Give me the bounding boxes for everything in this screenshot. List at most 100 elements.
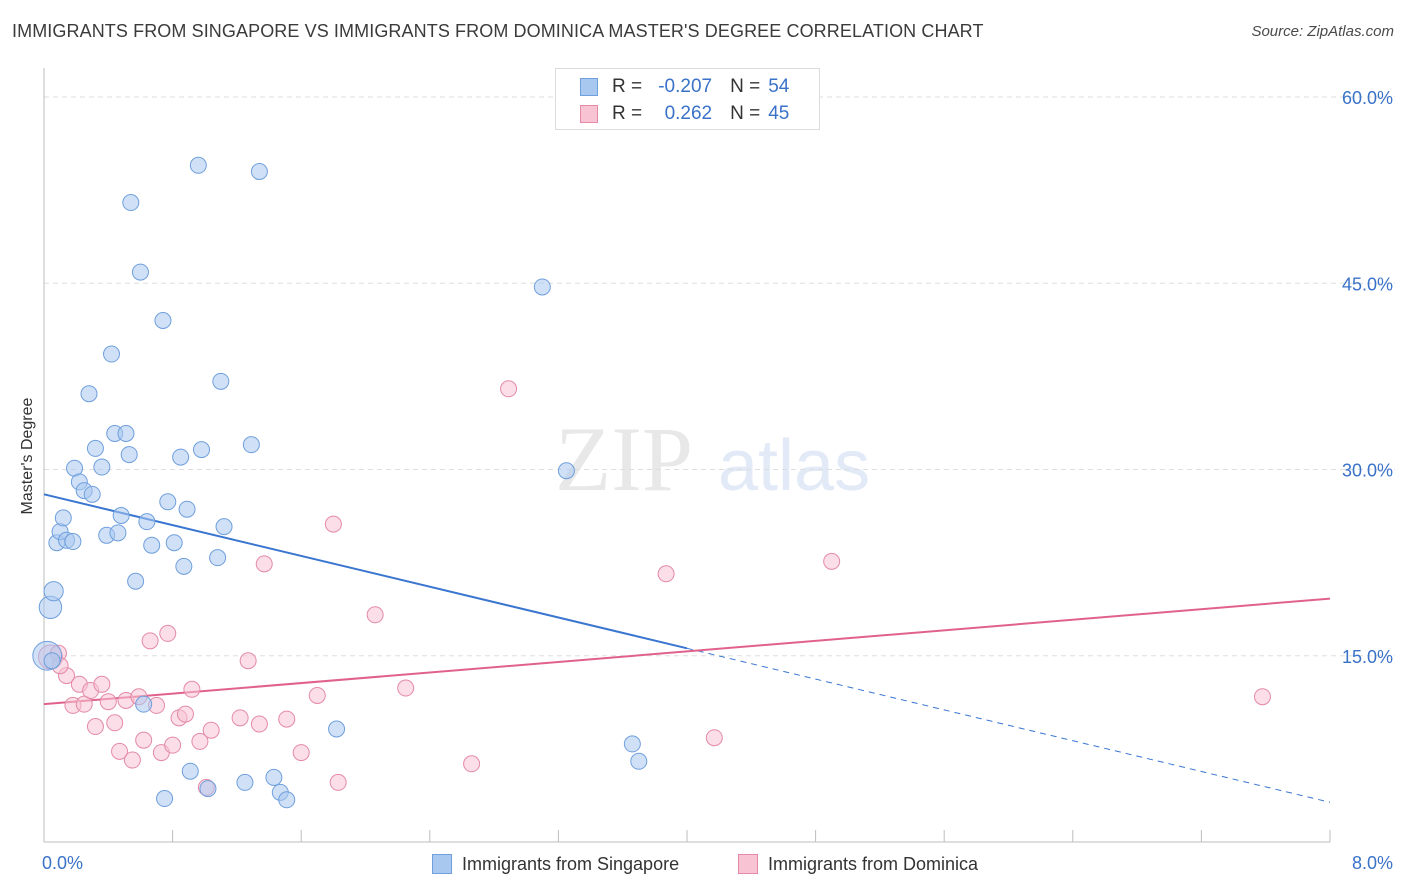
singapore-point bbox=[120, 446, 138, 464]
dominica-point bbox=[164, 736, 182, 754]
legend-n-value: 54 bbox=[768, 76, 790, 97]
dominica-point bbox=[657, 565, 675, 583]
singapore-point bbox=[189, 156, 207, 174]
singapore-point bbox=[131, 263, 149, 281]
singapore-point bbox=[117, 424, 135, 442]
dominica-point bbox=[324, 515, 342, 533]
legend-r-label: R = bbox=[612, 76, 643, 97]
dominica-point bbox=[191, 732, 209, 750]
singapore-point bbox=[193, 441, 211, 459]
singapore-point bbox=[533, 278, 551, 296]
singapore-point bbox=[154, 312, 172, 329]
dominica-point bbox=[106, 714, 124, 732]
dominica-point bbox=[239, 652, 257, 670]
legend-n-label: N = bbox=[730, 103, 761, 124]
watermark: ZIP atlas bbox=[555, 408, 870, 510]
singapore-point bbox=[557, 462, 575, 480]
singapore-point bbox=[80, 385, 98, 403]
dominica-point bbox=[123, 751, 141, 769]
bottom-legend-label-dominica: Immigrants from Dominica bbox=[768, 853, 979, 874]
singapore-point bbox=[212, 372, 230, 390]
singapore-point bbox=[156, 790, 174, 808]
dominica-point bbox=[176, 705, 194, 723]
dominica-point bbox=[705, 729, 723, 747]
singapore-point bbox=[236, 773, 254, 791]
singapore-point bbox=[109, 524, 127, 542]
gridlines bbox=[44, 96, 1395, 657]
singapore-point bbox=[159, 493, 177, 511]
bottom-legend-swatch-dominica bbox=[738, 854, 758, 874]
axes bbox=[43, 68, 1331, 843]
dominica-point bbox=[93, 675, 111, 693]
bottom-legend-label-singapore: Immigrants from Singapore bbox=[462, 853, 680, 874]
bottom-legend-singapore: Immigrants from Singapore bbox=[432, 852, 679, 876]
singapore-point bbox=[135, 695, 153, 713]
singapore-point bbox=[112, 506, 130, 524]
dominica-point bbox=[366, 606, 384, 624]
singapore-point bbox=[278, 791, 296, 809]
singapore-point bbox=[143, 536, 161, 554]
watermark-zip: ZIP bbox=[555, 408, 693, 510]
bottom-legend-dominica: Immigrants from Dominica bbox=[738, 852, 978, 876]
legend-row-dominica: R = 0.262 N = 45 bbox=[580, 102, 789, 126]
trend-lines bbox=[43, 493, 1331, 803]
dominica-point bbox=[1253, 688, 1271, 706]
dominica-point bbox=[823, 552, 841, 570]
singapore-point bbox=[199, 780, 217, 798]
dominica-point bbox=[250, 715, 268, 733]
y-tick-label: 15.0% bbox=[1342, 647, 1393, 667]
bottom-legend-swatch-singapore bbox=[432, 854, 452, 874]
watermark-atlas: atlas bbox=[718, 426, 870, 506]
singapore-point bbox=[172, 448, 190, 466]
singapore-point bbox=[86, 439, 104, 457]
legend-r-label: R = bbox=[612, 103, 643, 124]
singapore-point bbox=[138, 513, 156, 531]
data-points bbox=[32, 156, 1271, 809]
singapore-point bbox=[630, 752, 648, 770]
singapore-point bbox=[43, 581, 64, 602]
legend-n-label: N = bbox=[730, 76, 761, 97]
dominica-point bbox=[135, 731, 153, 749]
dominica-trend-line bbox=[43, 597, 1331, 706]
singapore-trend-extension bbox=[686, 647, 1331, 803]
dominica-point bbox=[500, 380, 518, 398]
singapore-point bbox=[122, 194, 140, 212]
dominica-point bbox=[329, 773, 347, 791]
dominica-point bbox=[141, 632, 159, 650]
dominica-point bbox=[99, 693, 117, 711]
dominica-point bbox=[463, 755, 481, 773]
singapore-point bbox=[93, 458, 111, 476]
tick-labels: 15.0% 30.0% 45.0% 60.0% 0.0% 8.0% bbox=[42, 88, 1393, 873]
dominica-point bbox=[86, 718, 104, 736]
dominica-point bbox=[111, 742, 129, 760]
singapore-point bbox=[181, 762, 199, 780]
singapore-point bbox=[265, 768, 283, 786]
dominica-point bbox=[231, 709, 249, 727]
y-tick-label: 45.0% bbox=[1342, 274, 1393, 294]
chart-title: IMMIGRANTS FROM SINGAPORE VS IMMIGRANTS … bbox=[12, 21, 984, 41]
x-tick-label: 8.0% bbox=[1352, 853, 1393, 873]
legend-r-value: 0.262 bbox=[664, 103, 713, 124]
singapore-point bbox=[165, 534, 183, 552]
dominica-point bbox=[292, 744, 310, 762]
legend-r-value: -0.207 bbox=[658, 76, 713, 97]
singapore-point bbox=[127, 572, 145, 590]
singapore-point bbox=[43, 652, 61, 670]
y-tick-label: 30.0% bbox=[1342, 461, 1393, 481]
dominica-point bbox=[255, 555, 273, 573]
singapore-point bbox=[103, 345, 121, 363]
dominica-point bbox=[278, 710, 296, 728]
legend-swatch-dominica bbox=[580, 105, 598, 123]
singapore-point bbox=[54, 509, 72, 527]
singapore-point bbox=[250, 163, 268, 180]
x-tick-label: 0.0% bbox=[42, 853, 83, 873]
singapore-point bbox=[623, 735, 641, 753]
singapore-point bbox=[328, 720, 346, 738]
singapore-point bbox=[83, 485, 101, 503]
singapore-point bbox=[64, 533, 82, 551]
legend-swatch-singapore bbox=[580, 78, 598, 96]
dominica-point bbox=[202, 721, 220, 739]
singapore-point bbox=[242, 436, 260, 454]
singapore-point bbox=[215, 518, 233, 536]
